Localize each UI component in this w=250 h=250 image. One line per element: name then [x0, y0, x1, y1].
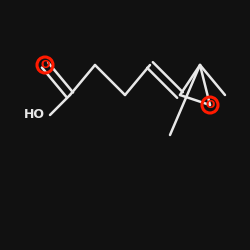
Text: O: O	[40, 60, 50, 70]
Text: HO: HO	[24, 108, 45, 122]
Text: O: O	[205, 100, 215, 110]
